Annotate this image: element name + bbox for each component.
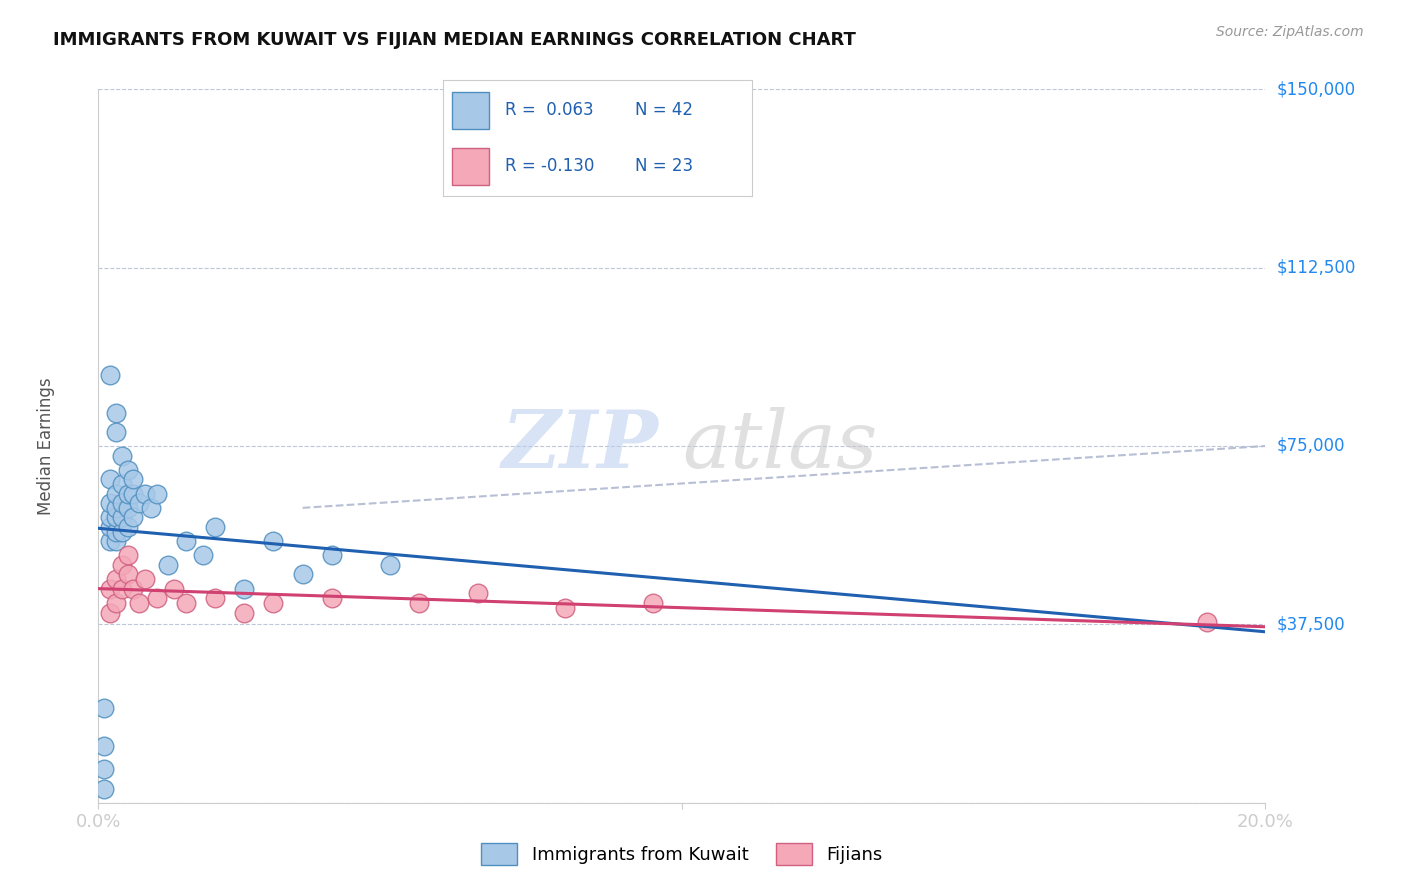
Text: IMMIGRANTS FROM KUWAIT VS FIJIAN MEDIAN EARNINGS CORRELATION CHART: IMMIGRANTS FROM KUWAIT VS FIJIAN MEDIAN …	[53, 31, 856, 49]
Point	[380, 558, 402, 572]
Point	[98, 368, 121, 382]
Legend: Immigrants from Kuwait, Fijians: Immigrants from Kuwait, Fijians	[474, 836, 890, 872]
Point	[117, 520, 139, 534]
Text: $112,500: $112,500	[1277, 259, 1357, 277]
Point	[262, 596, 284, 610]
Point	[128, 496, 150, 510]
Point	[98, 472, 121, 486]
Text: Median Earnings: Median Earnings	[37, 377, 55, 515]
Point	[111, 524, 134, 539]
Point	[111, 477, 134, 491]
Point	[146, 486, 169, 500]
FancyBboxPatch shape	[453, 147, 489, 185]
Point	[233, 582, 256, 596]
Point	[117, 486, 139, 500]
Point	[98, 520, 121, 534]
Point	[104, 572, 127, 586]
Point	[321, 591, 343, 606]
Point	[128, 596, 150, 610]
Text: N = 42: N = 42	[634, 102, 693, 120]
Point	[93, 700, 115, 714]
Point	[98, 496, 121, 510]
Point	[93, 763, 115, 777]
Point	[204, 591, 226, 606]
Point	[104, 596, 127, 610]
Point	[174, 534, 197, 549]
Point	[104, 500, 127, 515]
Point	[233, 606, 256, 620]
Text: R = -0.130: R = -0.130	[505, 157, 595, 175]
Point	[98, 510, 121, 524]
Point	[104, 510, 127, 524]
Point	[93, 781, 115, 796]
Point	[104, 524, 127, 539]
Point	[204, 520, 226, 534]
Text: N = 23: N = 23	[634, 157, 693, 175]
Point	[98, 606, 121, 620]
Point	[117, 500, 139, 515]
Point	[291, 567, 314, 582]
Text: R =  0.063: R = 0.063	[505, 102, 593, 120]
Point	[111, 496, 134, 510]
Text: Source: ZipAtlas.com: Source: ZipAtlas.com	[1216, 25, 1364, 39]
Point	[408, 596, 430, 610]
Point	[122, 510, 145, 524]
Point	[321, 549, 343, 563]
Text: $150,000: $150,000	[1277, 80, 1357, 98]
Point	[117, 463, 139, 477]
Text: ZIP: ZIP	[502, 408, 658, 484]
Point	[139, 500, 162, 515]
Point	[93, 739, 115, 753]
Point	[122, 486, 145, 500]
Text: $37,500: $37,500	[1277, 615, 1346, 633]
Point	[122, 472, 145, 486]
Point	[98, 582, 121, 596]
Point	[134, 486, 156, 500]
Point	[262, 534, 284, 549]
Point	[111, 582, 134, 596]
Point	[174, 596, 197, 610]
Point	[467, 586, 489, 600]
Point	[641, 596, 664, 610]
Point	[193, 549, 215, 563]
Point	[111, 449, 134, 463]
Point	[98, 534, 121, 549]
Point	[111, 558, 134, 572]
Point	[104, 406, 127, 420]
Point	[117, 549, 139, 563]
Point	[134, 572, 156, 586]
FancyBboxPatch shape	[453, 92, 489, 129]
Point	[104, 534, 127, 549]
Point	[163, 582, 186, 596]
Point	[104, 486, 127, 500]
Text: $75,000: $75,000	[1277, 437, 1346, 455]
Point	[1195, 615, 1218, 629]
Point	[104, 425, 127, 439]
Text: atlas: atlas	[682, 408, 877, 484]
Point	[122, 582, 145, 596]
Point	[111, 510, 134, 524]
Point	[117, 567, 139, 582]
Point	[554, 600, 576, 615]
Point	[157, 558, 180, 572]
Point	[146, 591, 169, 606]
